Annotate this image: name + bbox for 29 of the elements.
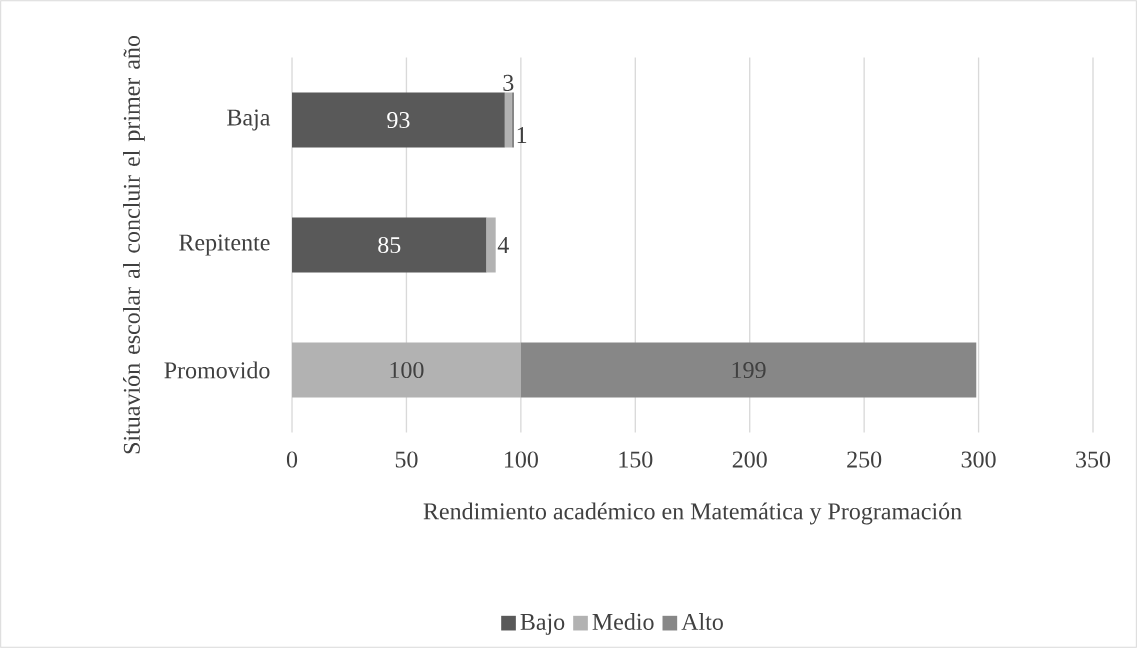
y-axis-title: Situavión escolar al concluir el primer año	[123, 35, 145, 454]
bar	[292, 217, 487, 273]
y-tick-label: Promovido	[164, 361, 270, 379]
legend-label: Bajo	[520, 613, 565, 635]
x-tick-label: 50	[395, 451, 418, 468]
bar	[292, 92, 505, 148]
legend-label: Alto	[681, 613, 723, 630]
bar	[504, 92, 512, 148]
data-label: 93	[387, 111, 410, 129]
x-tick-label: 350	[1076, 451, 1111, 468]
x-tick-label: 0	[286, 451, 298, 468]
x-tick-label: 250	[847, 451, 882, 468]
x-tick-label: 100	[504, 451, 538, 468]
x-axis-title: Rendimiento académico en Matemática y Programación	[423, 502, 962, 525]
bar	[520, 342, 977, 398]
data-label: 1	[517, 127, 527, 143]
y-tick-label: Repitente	[179, 234, 270, 256]
x-tick-label: 300	[961, 451, 996, 468]
x-tick-label: 150	[619, 451, 653, 468]
data-label: 3	[503, 74, 514, 91]
legend-label: Medio	[592, 613, 654, 630]
bar	[292, 342, 521, 398]
data-label: 4	[497, 237, 509, 253]
data-label: 199	[732, 361, 766, 379]
bar	[486, 217, 496, 273]
data-label: 100	[390, 361, 424, 379]
data-label: 85	[378, 236, 401, 254]
y-tick-label: Baja	[227, 109, 271, 131]
x-tick-label: 200	[732, 451, 767, 468]
